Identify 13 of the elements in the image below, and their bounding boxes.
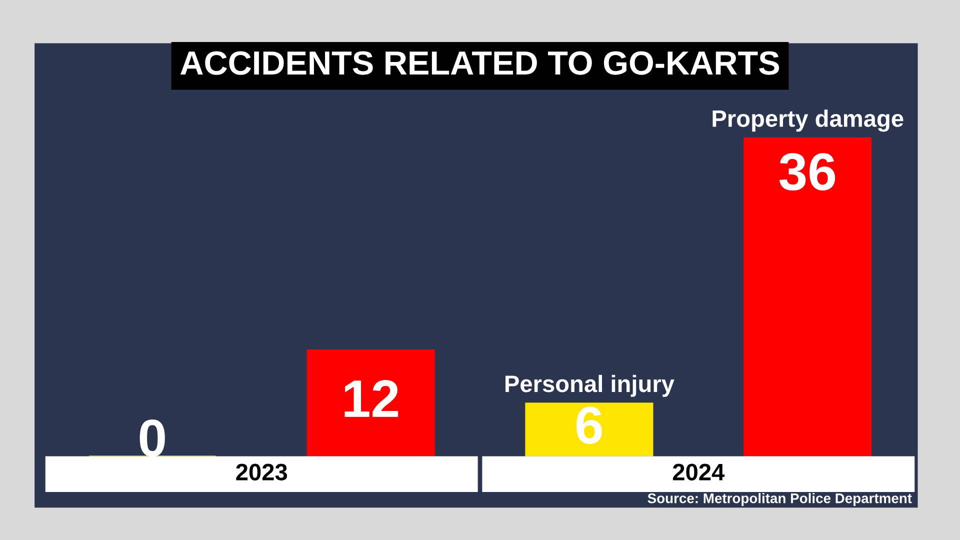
series-label: Property damage bbox=[712, 110, 904, 132]
data-label: 36 bbox=[779, 153, 836, 191]
data-label: 12 bbox=[344, 380, 398, 417]
bar bbox=[525, 402, 654, 456]
data-label: 6 bbox=[576, 406, 602, 444]
bar bbox=[306, 350, 435, 456]
data-label: 0 bbox=[140, 419, 165, 457]
chart-title: ACCIDENTS RELATED TO GO-KARTS bbox=[180, 51, 780, 75]
source-note: Source: Metropolitan Police Department bbox=[648, 493, 912, 506]
bar bbox=[744, 137, 872, 456]
series-label: Personal injury bbox=[505, 374, 674, 397]
x-tick-label: 2024 bbox=[672, 464, 725, 480]
x-tick-label: 2023 bbox=[236, 464, 288, 480]
